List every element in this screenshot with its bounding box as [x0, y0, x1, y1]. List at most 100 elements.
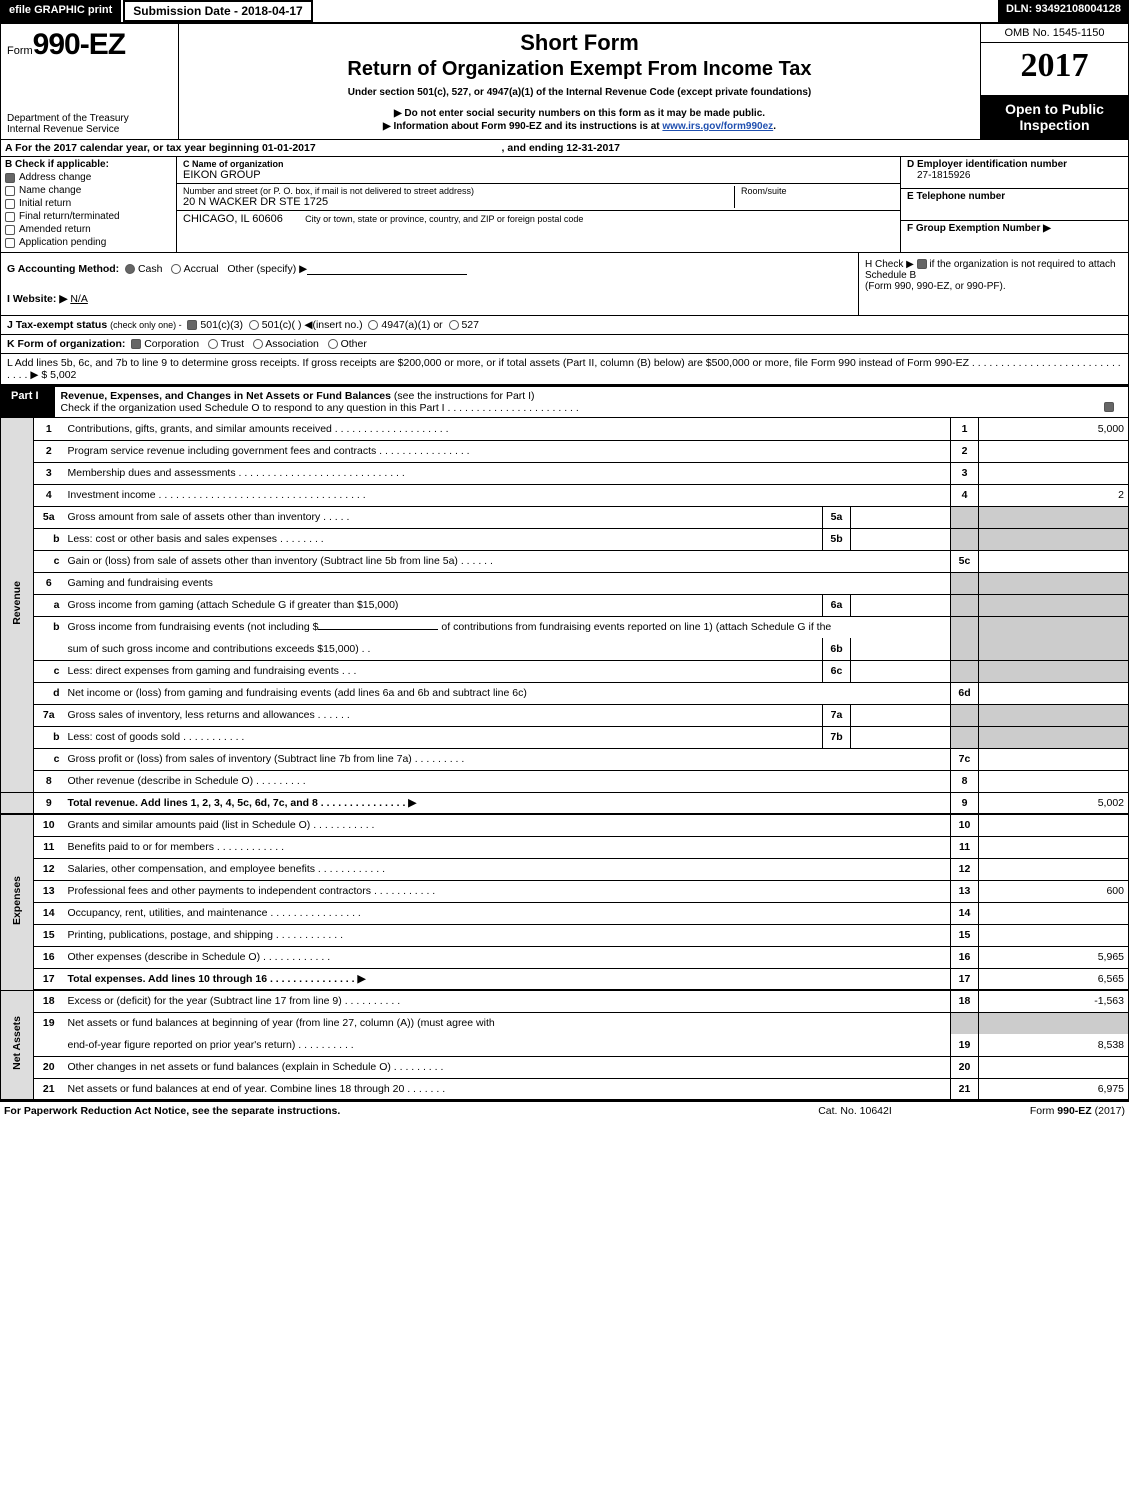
l12-num: 12 — [34, 858, 64, 880]
cb-name-change[interactable]: Name change — [5, 185, 172, 196]
line-5a: 5a Gross amount from sale of assets othe… — [1, 506, 1129, 528]
l19b-col: 19 — [951, 1034, 979, 1056]
l4-col: 4 — [951, 484, 979, 506]
line-10: Expenses 10 Grants and similar amounts p… — [1, 814, 1129, 836]
l19b-amt: 8,538 — [979, 1034, 1129, 1056]
l-text: L Add lines 5b, 6c, and 7b to line 9 to … — [7, 357, 1121, 381]
l14-amt — [979, 902, 1129, 924]
department: Department of the Treasury Internal Reve… — [7, 113, 172, 135]
l13-amt: 600 — [979, 880, 1129, 902]
footer-right: Form 990-EZ (2017) — [955, 1105, 1125, 1117]
l6b-post: of contributions from fundraising events… — [441, 621, 831, 633]
l6d-num: d — [34, 682, 64, 704]
l7c-col: 7c — [951, 748, 979, 770]
l5c-col: 5c — [951, 550, 979, 572]
l5a-midamt — [851, 506, 951, 528]
l5c-amt — [979, 550, 1129, 572]
l15-desc: Printing, publications, postage, and shi… — [64, 924, 951, 946]
open-to-public: Open to Public Inspection — [981, 95, 1128, 139]
line-1: Revenue 1 Contributions, gifts, grants, … — [1, 418, 1129, 440]
cb-application-pending[interactable]: Application pending — [5, 237, 172, 248]
line-9: 9 Total revenue. Add lines 1, 2, 3, 4, 5… — [1, 792, 1129, 814]
l9-amt: 5,002 — [979, 792, 1129, 814]
form-number-big: 990-EZ — [33, 28, 125, 61]
line-18: Net Assets 18 Excess or (deficit) for th… — [1, 990, 1129, 1012]
radio-accrual[interactable] — [171, 264, 181, 274]
k-cb-corp[interactable] — [131, 339, 141, 349]
l19-colsh — [951, 1012, 979, 1034]
l5a-colsh — [951, 506, 979, 528]
header-subtitle: Under section 501(c), 527, or 4947(a)(1)… — [187, 87, 972, 98]
l7a-midamt — [851, 704, 951, 726]
efile-print-button[interactable]: efile GRAPHIC print — [0, 0, 121, 22]
footer-right-form: 990-EZ — [1057, 1105, 1091, 1117]
cb-label: Application pending — [19, 237, 106, 248]
l14-desc: Occupancy, rent, utilities, and maintena… — [64, 902, 951, 924]
line-7b: b Less: cost of goods sold . . . . . . .… — [1, 726, 1129, 748]
dln-label: DLN: 93492108004128 — [998, 0, 1129, 22]
l12-desc: Salaries, other compensation, and employ… — [64, 858, 951, 880]
l16-desc: Other expenses (describe in Schedule O) … — [64, 946, 951, 968]
header-note1: ▶ Do not enter social security numbers o… — [187, 108, 972, 119]
cb-amended-return[interactable]: Amended return — [5, 224, 172, 235]
section-bcdef: B Check if applicable: Address change Na… — [0, 157, 1129, 253]
l5b-num: b — [34, 528, 64, 550]
l7a-mid: 7a — [823, 704, 851, 726]
j-rb-4947[interactable] — [368, 320, 378, 330]
k-opt-1: Trust — [221, 338, 245, 350]
cb-final-return[interactable]: Final return/terminated — [5, 211, 172, 222]
j-rb-527[interactable] — [449, 320, 459, 330]
l5a-mid: 5a — [823, 506, 851, 528]
cb-initial-return[interactable]: Initial return — [5, 198, 172, 209]
l6d-desc: Net income or (loss) from gaming and fun… — [64, 682, 951, 704]
g-other-blank[interactable] — [307, 263, 467, 275]
l3-num: 3 — [34, 462, 64, 484]
l6b-colsh2 — [951, 638, 979, 660]
l10-col: 10 — [951, 814, 979, 836]
row-a-tax-year: A For the 2017 calendar year, or tax yea… — [0, 140, 1129, 157]
part-i-checkline: Check if the organization used Schedule … — [61, 402, 579, 414]
g-other: Other (specify) ▶ — [227, 263, 307, 275]
top-bar: efile GRAPHIC print Submission Date - 20… — [0, 0, 1129, 22]
j-cb-501c3[interactable] — [187, 320, 197, 330]
irs-link[interactable]: www.irs.gov/form990ez — [662, 121, 773, 132]
h-checkbox[interactable] — [917, 259, 927, 269]
l6c-colsh — [951, 660, 979, 682]
l6a-midamt — [851, 594, 951, 616]
submission-date: Submission Date - 2018-04-17 — [123, 0, 312, 22]
l19b-num — [34, 1034, 64, 1056]
l7b-colsh — [951, 726, 979, 748]
j-rb-501c[interactable] — [249, 320, 259, 330]
j-opt-0: 501(c)(3) — [200, 319, 243, 331]
f-group-exemption: F Group Exemption Number ▶ — [901, 221, 1128, 252]
line-6a: a Gross income from gaming (attach Sched… — [1, 594, 1129, 616]
part-i-checkbox[interactable] — [1104, 402, 1114, 412]
l15-amt — [979, 924, 1129, 946]
line-3: 3 Membership dues and assessments . . . … — [1, 462, 1129, 484]
form-header: Form990-EZ Department of the Treasury In… — [0, 22, 1129, 140]
line-6b-2: sum of such gross income and contributio… — [1, 638, 1129, 660]
l21-num: 21 — [34, 1078, 64, 1100]
k-rb-trust[interactable] — [208, 339, 218, 349]
col-h-check: H Check ▶ if the organization is not req… — [858, 253, 1128, 315]
omb-number: OMB No. 1545-1150 — [981, 24, 1128, 43]
e-label: E Telephone number — [907, 191, 1005, 202]
cb-address-change[interactable]: Address change — [5, 172, 172, 183]
l6b-blank[interactable] — [318, 629, 438, 630]
l7a-colsh — [951, 704, 979, 726]
header-left: Form990-EZ Department of the Treasury In… — [1, 24, 179, 139]
l5c-desc: Gain or (loss) from sale of assets other… — [64, 550, 951, 572]
g-label: G Accounting Method: — [7, 263, 119, 275]
radio-cash[interactable] — [125, 264, 135, 274]
c-city-row: CHICAGO, IL 60606 City or town, state or… — [177, 211, 900, 227]
l7b-amtsh — [979, 726, 1129, 748]
c-name-row: C Name of organization EIKON GROUP — [177, 157, 900, 184]
l18-col: 18 — [951, 990, 979, 1012]
k-rb-assoc[interactable] — [253, 339, 263, 349]
l19-amtsh — [979, 1012, 1129, 1034]
k-rb-other[interactable] — [328, 339, 338, 349]
c-name-label: C Name of organization — [183, 159, 284, 169]
line-4: 4 Investment income . . . . . . . . . . … — [1, 484, 1129, 506]
l15-col: 15 — [951, 924, 979, 946]
j-opt-2: 4947(a)(1) or — [381, 319, 442, 331]
